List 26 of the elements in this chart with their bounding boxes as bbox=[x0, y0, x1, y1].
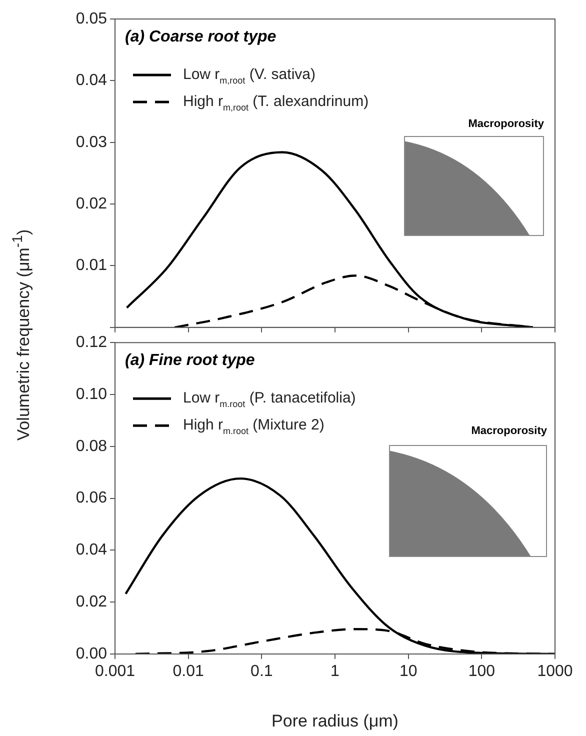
inset-graph: Macroporosity bbox=[389, 425, 547, 557]
y-tick-label: 0.05 bbox=[76, 10, 108, 28]
x-tick-label: 0.001 bbox=[94, 663, 136, 680]
x-tick-label: 10 bbox=[399, 663, 418, 680]
y-tick-label: 0.04 bbox=[76, 542, 108, 559]
y-tick-label: 0.02 bbox=[76, 594, 108, 611]
x-axis-title: Pore radius (μm) bbox=[272, 711, 398, 730]
y-tick-label: 0.01 bbox=[76, 257, 108, 274]
x-tick-label: 1000 bbox=[537, 663, 573, 680]
x-tick-label: 100 bbox=[468, 663, 496, 680]
text: (a) Fine root type bbox=[125, 352, 255, 370]
x-tick-label: 0.1 bbox=[250, 663, 273, 680]
annotation: Macroporosity bbox=[471, 425, 547, 437]
y-tick-label: 0.12 bbox=[76, 334, 108, 352]
text: (a) Coarse root type bbox=[125, 28, 276, 46]
y-tick-label: 0.03 bbox=[76, 134, 108, 151]
x-tick-label: 1 bbox=[330, 663, 340, 680]
y-tick-label: 0.08 bbox=[76, 438, 108, 455]
y-tick-label: 0.06 bbox=[76, 490, 108, 507]
annotation: Macroporosity bbox=[468, 118, 544, 130]
y-tick-label: 0.02 bbox=[76, 195, 108, 212]
y-tick-label: 0.10 bbox=[76, 386, 108, 403]
inset-graph: Macroporosity bbox=[404, 118, 544, 236]
y-tick-label: 0.04 bbox=[76, 72, 108, 90]
x-tick-label: 0.01 bbox=[172, 663, 204, 680]
y-tick-label: 0.00 bbox=[76, 645, 108, 662]
